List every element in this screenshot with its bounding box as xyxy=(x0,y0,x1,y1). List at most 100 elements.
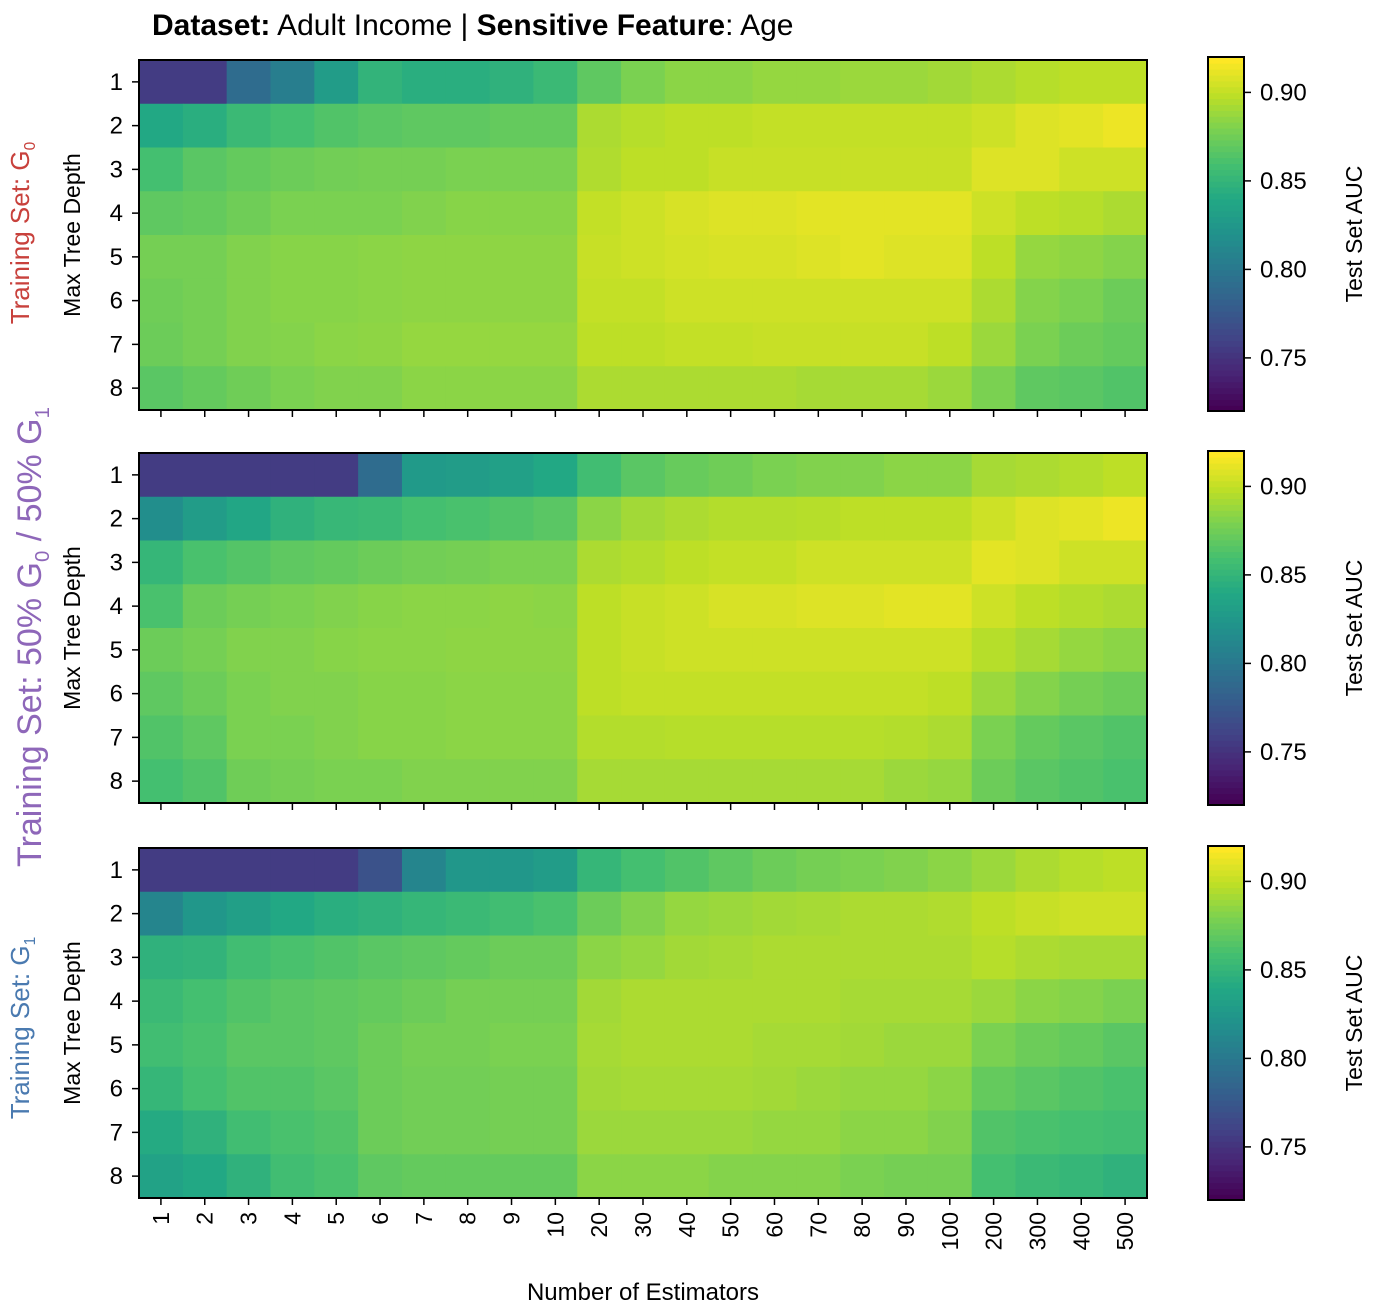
colorbar-segment xyxy=(1208,121,1244,129)
x-tick-label: 9 xyxy=(499,1212,525,1225)
heatmap-cell xyxy=(621,366,666,411)
colorbar-3: 0.75 0.80 0.85 0.90 Test Set AUC xyxy=(1207,845,1367,1201)
colorbar-segment xyxy=(1208,157,1244,164)
heatmap-cell xyxy=(314,1154,359,1199)
heatmap-cell xyxy=(971,453,1017,498)
heatmap-cell xyxy=(445,366,491,411)
heatmap-cell xyxy=(971,191,1017,236)
heatmap-cell xyxy=(1015,147,1060,192)
colorbar-segment xyxy=(1208,628,1244,635)
x-tick-label: 6 xyxy=(367,1212,393,1225)
heatmap-cell xyxy=(1059,979,1104,1024)
heatmap-cell xyxy=(139,322,184,367)
heatmap-cell xyxy=(314,1066,359,1112)
heatmap-cell xyxy=(182,671,228,717)
heatmap-cell xyxy=(445,1023,491,1068)
row-label-g1-text: Training Set: G xyxy=(5,945,35,1120)
colorbar-segment xyxy=(1208,139,1244,147)
heatmap-cell xyxy=(1059,715,1104,760)
heatmap-cell xyxy=(358,759,403,804)
heatmap-cell xyxy=(358,540,403,585)
heatmap-cell xyxy=(796,191,841,236)
heatmap-cell xyxy=(884,715,929,760)
heatmap-cell xyxy=(489,1023,535,1068)
colorbar-segment xyxy=(1208,740,1244,747)
colorbar-segment xyxy=(1208,580,1244,588)
heatmap-cell xyxy=(445,540,491,585)
heatmap-cell xyxy=(401,453,447,498)
heatmap-cell xyxy=(270,235,315,280)
heatmap-cell xyxy=(577,235,622,280)
heatmap-cell xyxy=(139,366,184,411)
y-tick-label: 6 xyxy=(110,288,123,315)
heatmap-cell xyxy=(358,1110,403,1155)
colorbar-segment xyxy=(1208,799,1244,806)
colorbar-segment xyxy=(1208,1188,1244,1195)
heatmap-cell xyxy=(1015,848,1060,893)
heatmap-cell xyxy=(314,1110,359,1155)
heatmap-cell xyxy=(840,540,885,585)
x-tick-label: 400 xyxy=(1068,1212,1094,1250)
heatmap-cell xyxy=(971,759,1017,804)
heatmap-cell xyxy=(840,366,885,411)
heatmap-cell xyxy=(489,453,535,498)
colorbar-segment xyxy=(1208,498,1244,505)
heatmap-cell xyxy=(1059,584,1104,629)
heatmap-panel-3: 1 2 3 4 5 6 7 8 Max Tree Depth 1 2 3 4 5 6 7 8 9 10 20 30 40 5… xyxy=(59,847,1148,1250)
heatmap-cell xyxy=(664,322,710,367)
heatmap-cell xyxy=(884,935,929,980)
heatmap-cell xyxy=(358,1066,403,1112)
heatmap-cell xyxy=(621,147,666,192)
y-tick-label: 3 xyxy=(110,944,123,971)
heatmap-cell xyxy=(139,671,184,717)
heatmap-cell xyxy=(1103,235,1148,280)
colorbar-segment xyxy=(1208,269,1244,277)
heatmap-cell xyxy=(314,322,359,367)
heatmap-cell xyxy=(752,235,797,280)
heatmap-cell xyxy=(139,1066,184,1112)
heatmap-cell xyxy=(796,715,841,760)
heatmap-cell xyxy=(752,891,797,937)
colorbar-segment xyxy=(1208,569,1244,576)
heatmap-cell xyxy=(358,60,403,105)
y-axis-label: Max Tree Depth xyxy=(59,546,85,710)
heatmap-cell xyxy=(927,453,973,498)
heatmap-cell xyxy=(314,628,359,673)
colorbar-segment xyxy=(1208,557,1244,564)
heatmap-cell xyxy=(840,235,885,280)
heatmap-cell xyxy=(489,848,535,893)
heatmap-cell xyxy=(401,496,447,542)
heatmap-cell xyxy=(270,540,315,585)
heatmap-cell xyxy=(401,540,447,585)
colorbar-segment xyxy=(1208,710,1244,718)
heatmap-cell xyxy=(708,453,754,498)
x-tick-label: 4 xyxy=(279,1212,305,1225)
colorbar-segment xyxy=(1208,728,1244,735)
y-tick-label: 4 xyxy=(110,988,123,1015)
heatmap-cell xyxy=(884,848,929,893)
y-tick-label: 3 xyxy=(110,156,123,183)
colorbar-segment xyxy=(1208,905,1244,912)
heatmap-cell xyxy=(270,1023,315,1068)
heatmap-cell xyxy=(884,453,929,498)
heatmap-cell xyxy=(840,1023,885,1068)
colorbar-segment xyxy=(1208,1129,1244,1136)
heatmap-cell xyxy=(182,191,228,236)
heatmap-cell xyxy=(489,979,535,1024)
heatmap-cell xyxy=(752,278,797,324)
heatmap-cell xyxy=(270,628,315,673)
x-tick-label: 200 xyxy=(981,1212,1007,1250)
heatmap-cell xyxy=(752,60,797,105)
heatmap-cell xyxy=(1059,540,1104,585)
colorbar-segment xyxy=(1208,734,1244,741)
heatmap-cell xyxy=(577,453,622,498)
heatmap-cell xyxy=(796,366,841,411)
heatmap-cell xyxy=(533,935,578,980)
heatmap-cell xyxy=(182,759,228,804)
colorbar-segment xyxy=(1208,1111,1244,1119)
colorbar-segment xyxy=(1208,1028,1244,1036)
heatmap-cell xyxy=(139,1154,184,1199)
heatmap-cell xyxy=(401,103,447,149)
colorbar-segment xyxy=(1208,281,1244,288)
heatmap-cell xyxy=(752,1066,797,1112)
